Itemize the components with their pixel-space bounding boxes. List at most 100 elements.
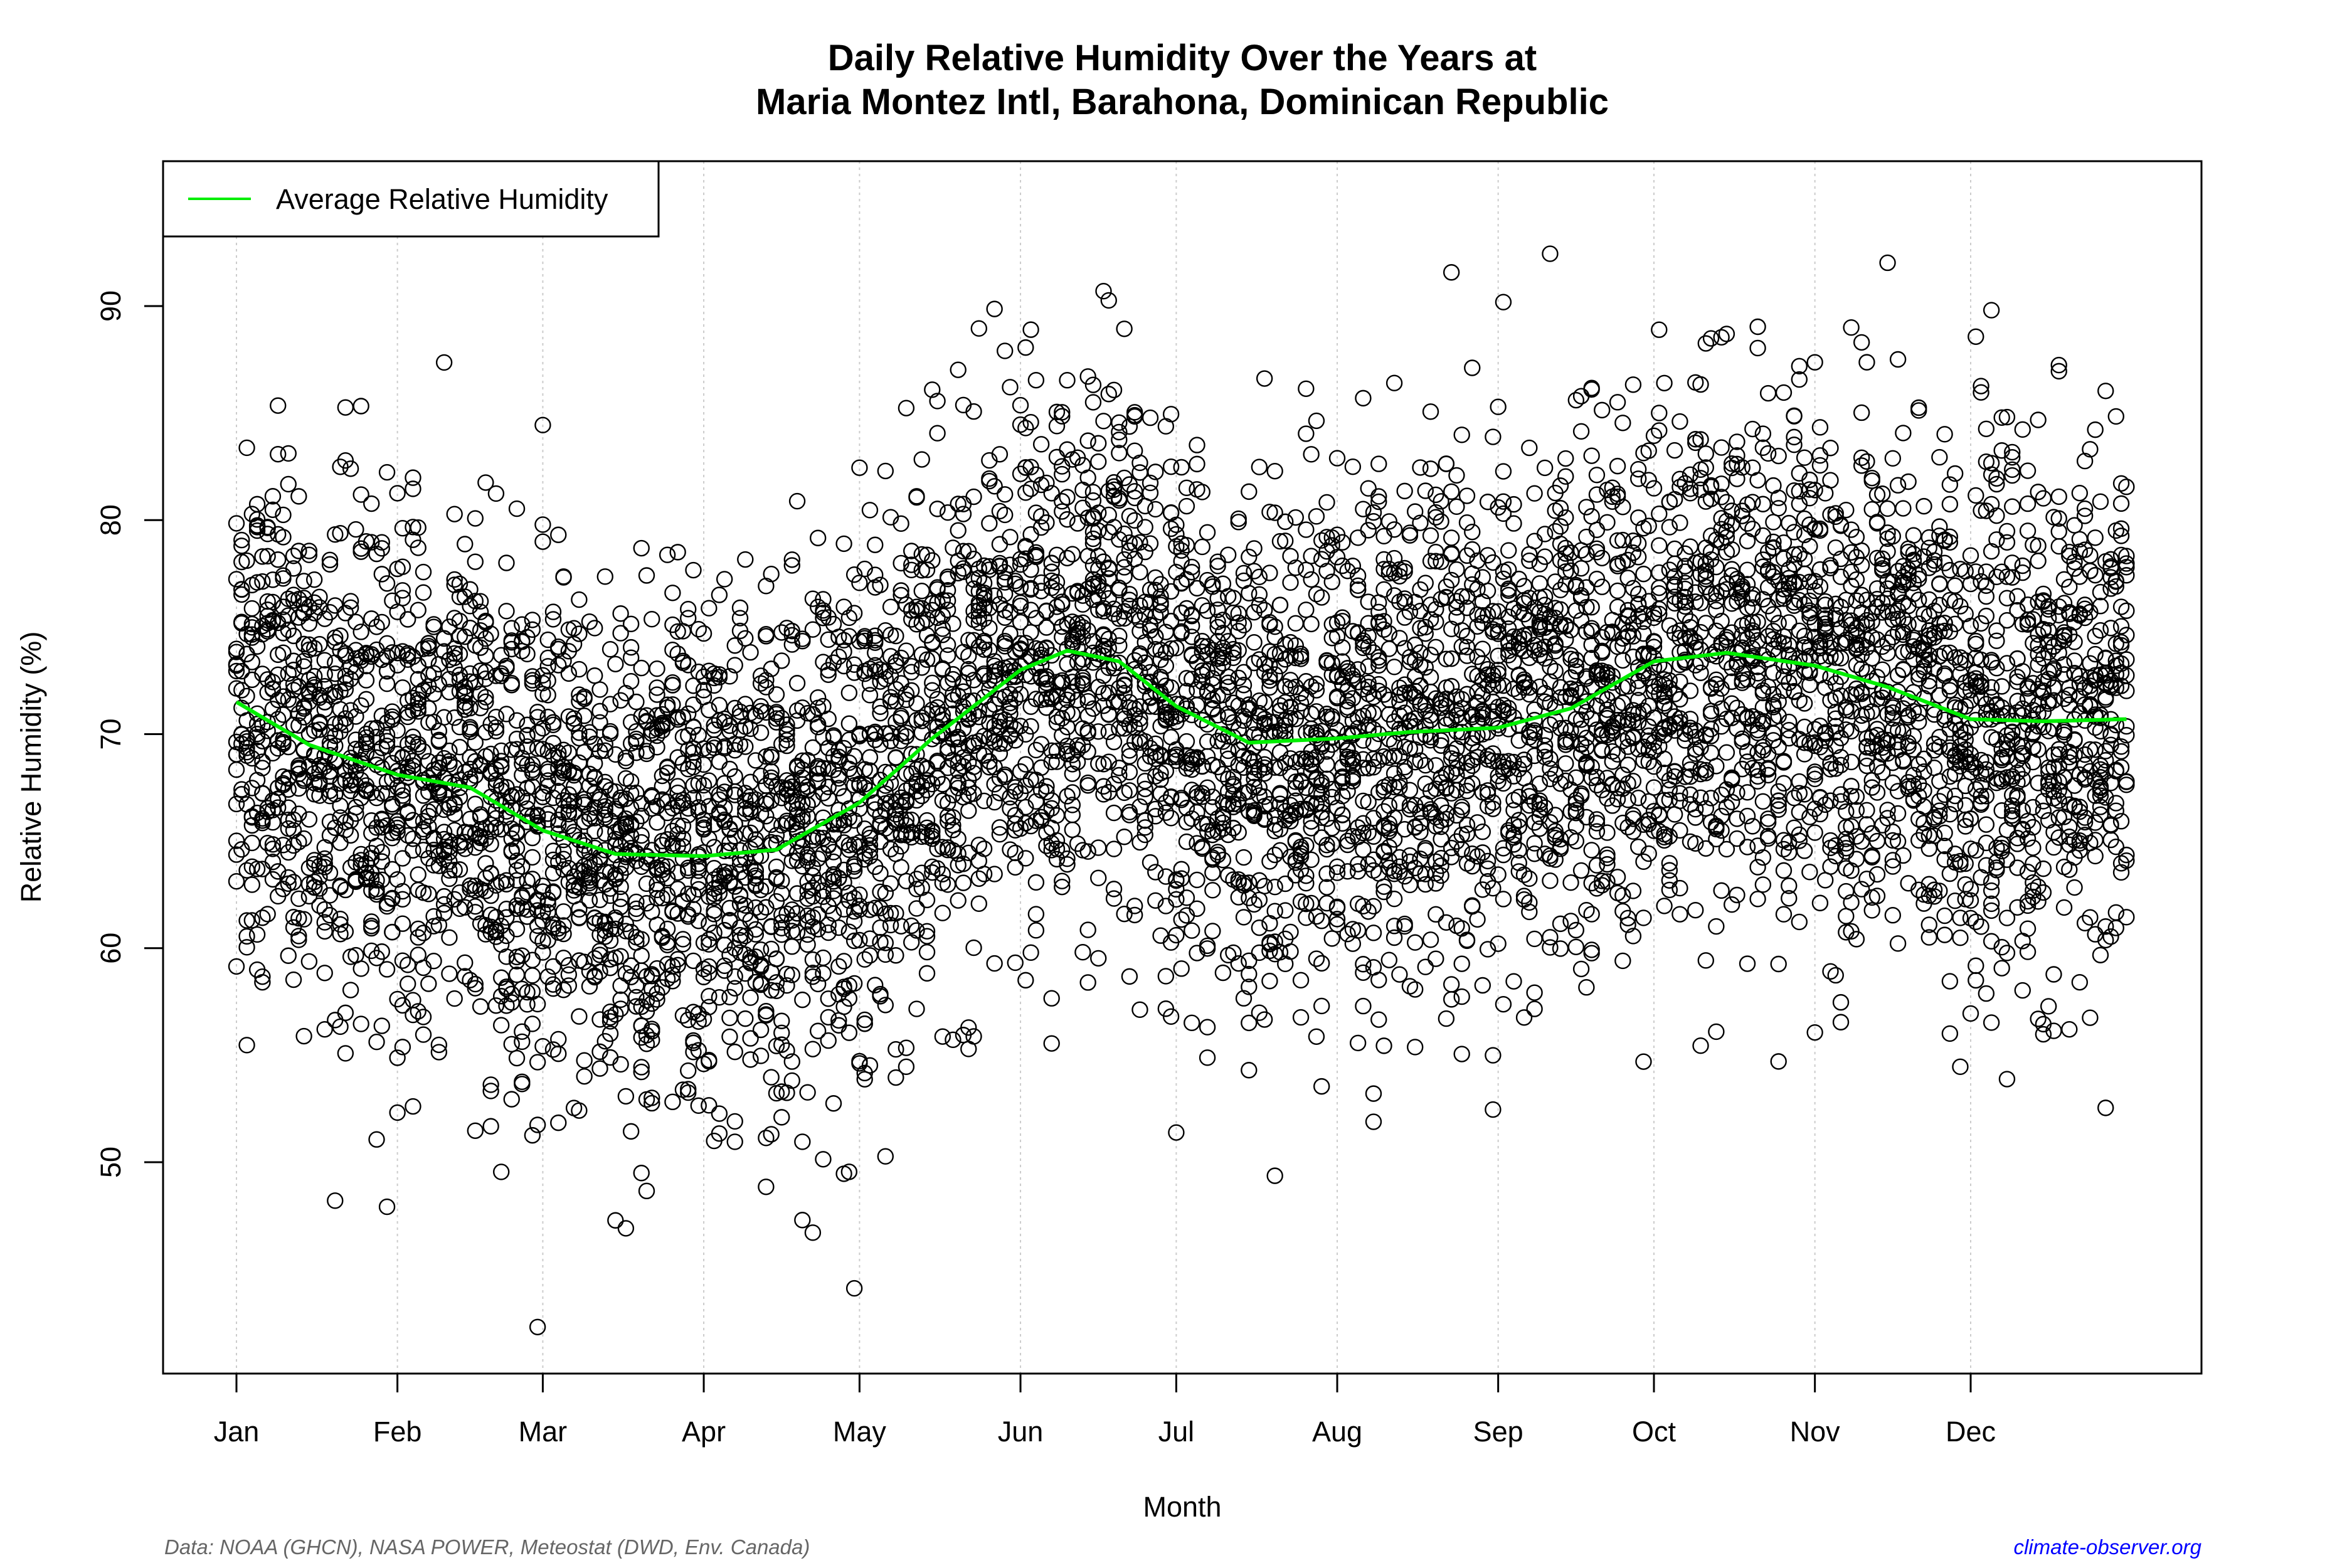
- data-point: [820, 631, 837, 649]
- data-point: [1635, 625, 1652, 642]
- data-point: [830, 780, 847, 797]
- data-point: [285, 627, 302, 645]
- data-point: [721, 842, 738, 859]
- data-point: [644, 1032, 660, 1049]
- data-point: [529, 1054, 546, 1071]
- data-point: [1583, 945, 1600, 961]
- data-point: [270, 691, 287, 709]
- data-point: [472, 699, 489, 717]
- data-point: [477, 630, 494, 647]
- data-point: [498, 876, 515, 893]
- data-point: [394, 787, 411, 804]
- data-point: [347, 731, 364, 748]
- data-point: [1443, 976, 1460, 993]
- data-point: [399, 975, 416, 992]
- data-point: [1614, 415, 1631, 432]
- data-point: [835, 874, 852, 891]
- data-point: [1209, 590, 1226, 607]
- data-point: [514, 980, 531, 998]
- data-point: [872, 736, 889, 753]
- data-point: [701, 830, 718, 847]
- data-point: [264, 836, 282, 853]
- data-point: [337, 399, 354, 416]
- data-point: [347, 805, 364, 822]
- data-point: [327, 526, 344, 543]
- data-point: [664, 1093, 681, 1111]
- data-point: [280, 738, 297, 756]
- data-point: [664, 674, 681, 691]
- data-point: [581, 859, 598, 876]
- data-point: [997, 486, 1014, 503]
- data-point: [649, 985, 665, 1002]
- data-point: [726, 1043, 743, 1061]
- data-point: [544, 864, 562, 882]
- data-point: [680, 1081, 697, 1098]
- data-point: [680, 859, 697, 876]
- data-point: [726, 783, 743, 800]
- data-point: [596, 802, 613, 818]
- data-point: [233, 531, 250, 549]
- data-point: [799, 704, 816, 722]
- data-point: [378, 733, 396, 750]
- data-point: [716, 962, 733, 979]
- data-point: [680, 1062, 697, 1079]
- data-point: [514, 789, 531, 806]
- data-point: [327, 786, 344, 803]
- data-point: [1422, 527, 1439, 544]
- data-point: [270, 863, 287, 880]
- data-point: [290, 890, 307, 908]
- data-point: [1027, 874, 1045, 891]
- data-point: [706, 665, 723, 682]
- data-point: [1022, 944, 1039, 961]
- data-point: [1360, 480, 1377, 497]
- data-point: [758, 899, 775, 916]
- data-point: [1583, 842, 1600, 859]
- data-point: [918, 965, 936, 982]
- data-point: [747, 867, 765, 884]
- data-point: [285, 652, 302, 669]
- data-point: [1578, 499, 1595, 516]
- data-point: [295, 830, 312, 847]
- data-point: [363, 913, 380, 930]
- data-point: [337, 1045, 354, 1062]
- data-point: [1105, 890, 1123, 907]
- data-point: [674, 709, 692, 726]
- data-point: [840, 609, 858, 627]
- data-point: [617, 753, 635, 770]
- data-point: [290, 543, 307, 559]
- data-point: [1349, 529, 1367, 546]
- data-point: [1323, 930, 1340, 947]
- data-point: [887, 627, 904, 645]
- data-point: [1199, 1049, 1216, 1066]
- data-point: [399, 803, 416, 820]
- data-point: [305, 571, 323, 588]
- data-point: [1241, 1062, 1258, 1079]
- data-point: [508, 852, 526, 869]
- data-point: [571, 625, 588, 642]
- data-point: [524, 1015, 541, 1032]
- data-point: [877, 905, 894, 923]
- data-point: [1105, 381, 1123, 398]
- data-point: [649, 660, 665, 677]
- data-point: [1635, 1053, 1652, 1070]
- data-point: [752, 1047, 770, 1064]
- data-point: [1505, 515, 1522, 532]
- data-point: [373, 613, 390, 631]
- data-point: [394, 891, 411, 908]
- data-point: [373, 566, 390, 583]
- data-point: [695, 756, 712, 773]
- data-point: [1572, 388, 1590, 405]
- data-point: [503, 1036, 520, 1053]
- data-point: [872, 988, 889, 1005]
- data-point: [1599, 846, 1616, 863]
- data-point: [633, 962, 650, 979]
- data-point: [1370, 455, 1387, 472]
- data-point: [1438, 679, 1455, 696]
- data-point: [1422, 931, 1439, 948]
- data-point: [373, 534, 390, 551]
- data-point: [887, 714, 904, 731]
- data-point: [644, 610, 660, 628]
- data-point: [285, 822, 302, 839]
- data-point: [1194, 538, 1210, 556]
- data-point: [986, 866, 1003, 882]
